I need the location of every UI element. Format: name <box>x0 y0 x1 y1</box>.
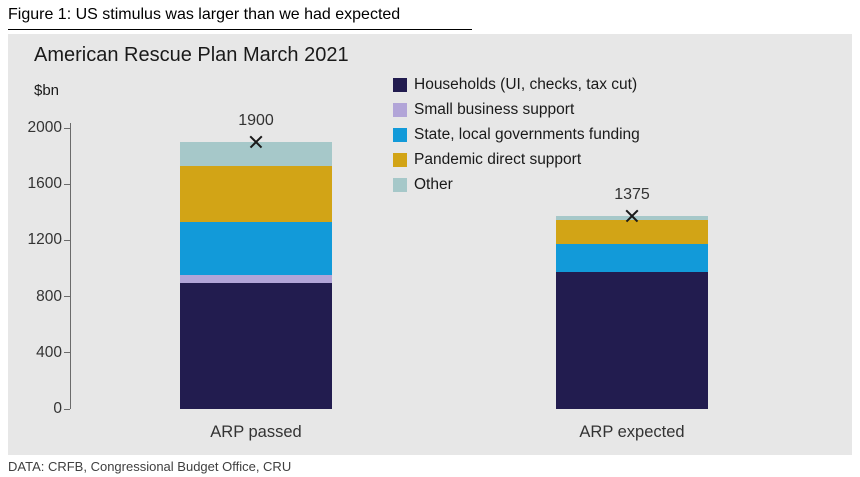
bar-segment-households <box>556 272 708 409</box>
bar-segment-state_local <box>180 222 332 275</box>
x-axis-category-label: ARP passed <box>210 423 302 441</box>
legend-label: State, local governments funding <box>414 125 640 143</box>
source-note: DATA: CRFB, Congressional Budget Office,… <box>8 459 292 474</box>
legend-label: Small business support <box>414 100 575 118</box>
y-tick-mark <box>64 239 70 241</box>
legend-swatch-pandemic <box>393 152 407 167</box>
figure-title: Figure 1: US stimulus was larger than we… <box>8 4 473 30</box>
bar-segment-households <box>180 282 332 409</box>
y-axis-line <box>70 123 71 409</box>
y-tick-label: 1200 <box>27 231 62 249</box>
y-tick-label: 800 <box>36 287 62 305</box>
y-tick-mark <box>64 408 70 410</box>
legend-item: Pandemic direct support <box>393 147 640 172</box>
bar-segment-other <box>180 142 332 166</box>
legend-label: Households (UI, checks, tax cut) <box>414 75 638 93</box>
bar-segment-pandemic <box>556 220 708 244</box>
legend-item: State, local governments funding <box>393 122 640 147</box>
bar-total-label: 1375 <box>614 185 650 203</box>
x-axis-category-label: ARP expected <box>579 423 685 441</box>
legend-swatch-small_business <box>393 102 407 117</box>
total-x-marker <box>624 208 640 224</box>
bar-segment-pandemic <box>180 165 332 223</box>
chart-title: American Rescue Plan March 2021 <box>34 44 349 66</box>
legend-label: Other <box>414 175 453 193</box>
legend-item: Other <box>393 172 640 197</box>
legend-swatch-households <box>393 77 407 92</box>
y-tick-mark <box>64 183 70 185</box>
bar-total-label: 1900 <box>238 112 274 130</box>
legend-item: Households (UI, checks, tax cut) <box>393 72 640 97</box>
y-tick-label: 1600 <box>27 175 62 193</box>
y-tick-mark <box>64 352 70 354</box>
legend: Households (UI, checks, tax cut) Small bu… <box>393 72 640 197</box>
figure-header: Figure 1: US stimulus was larger than we… <box>8 4 473 30</box>
bar-segment-small_business <box>180 274 332 283</box>
y-tick-label: 2000 <box>27 119 62 136</box>
y-tick-mark <box>64 296 70 298</box>
y-tick-label: 0 <box>53 400 62 417</box>
legend-item: Small business support <box>393 97 640 122</box>
legend-swatch-other <box>393 177 407 192</box>
y-tick-mark <box>64 127 70 129</box>
legend-label: Pandemic direct support <box>414 150 582 168</box>
y-axis-unit-label: $bn <box>34 82 60 99</box>
legend-swatch-state_local <box>393 127 407 142</box>
chart-panel: American Rescue Plan March 2021 $bn Hous… <box>8 34 852 455</box>
total-x-marker <box>248 134 264 150</box>
y-tick-label: 400 <box>36 343 62 361</box>
bar-segment-state_local <box>556 243 708 272</box>
